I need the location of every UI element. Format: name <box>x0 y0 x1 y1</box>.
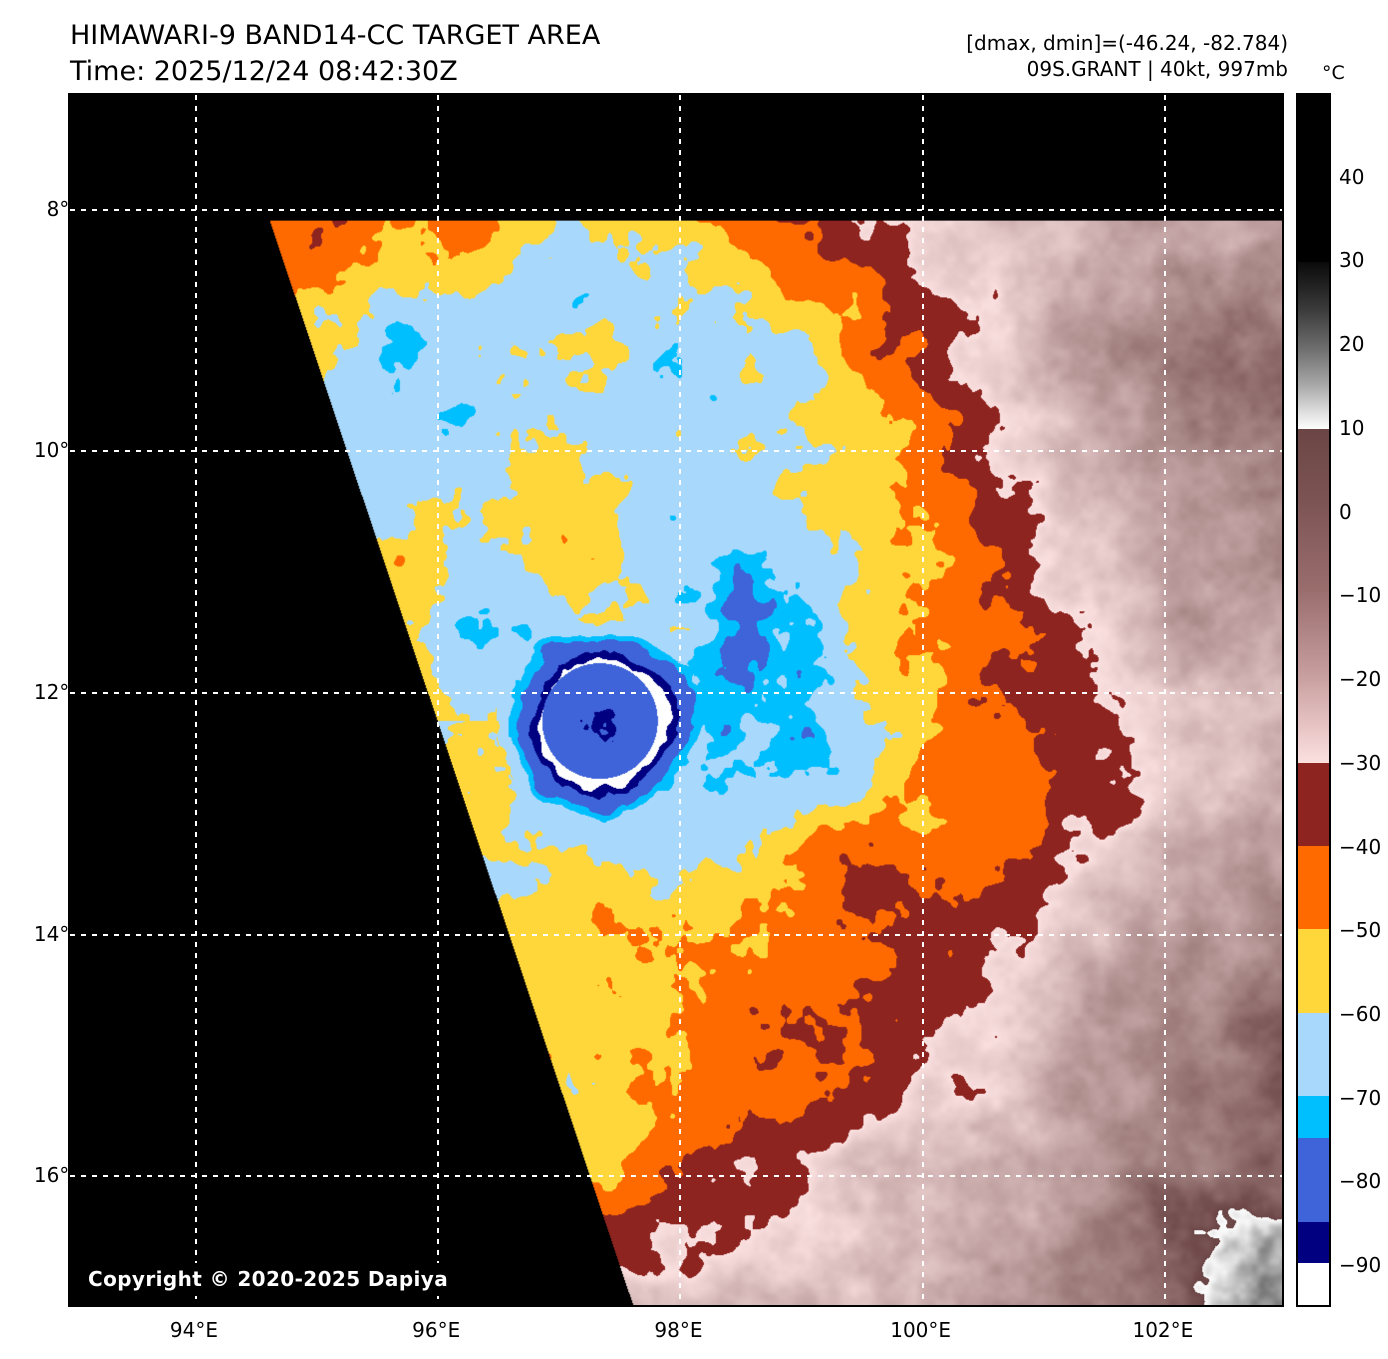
colorbar-segment-mauve <box>1298 428 1329 763</box>
colorbar-segment-black <box>1298 95 1329 262</box>
colorbar-tick-label: 30 <box>1339 248 1365 273</box>
y-tick-label: 10°S <box>33 438 82 463</box>
y-tick-label: 8°S <box>46 196 82 221</box>
copyright-watermark: Copyright © 2020-2025 Dapiya <box>78 1263 459 1296</box>
colorbar-tick-label: −20 <box>1339 667 1382 692</box>
colorbar-segment-blue <box>1298 1138 1329 1222</box>
colorbar-tick-label: 20 <box>1339 332 1365 357</box>
colorbar-unit-label: °C <box>1322 62 1345 84</box>
title-block: HIMAWARI-9 BAND14-CC TARGET AREA Time: 2… <box>70 18 600 90</box>
satellite-imagery-canvas <box>70 95 1282 1305</box>
colorbar-segment-darkred <box>1298 762 1329 847</box>
colorbar-tick-label: −10 <box>1339 583 1382 608</box>
colorbar-tick-label: −50 <box>1339 918 1382 943</box>
y-tick-label: 12°S <box>33 679 82 704</box>
y-tick-label: 16°S <box>33 1163 82 1188</box>
colorbar-segment-cyan <box>1298 1096 1329 1139</box>
colorbar-segment-white <box>1298 1263 1329 1305</box>
dmax-dmin-label: [dmax, dmin]=(-46.24, -82.784) <box>966 31 1288 55</box>
colorbar-tick-label: −80 <box>1339 1169 1382 1194</box>
colorbar-tick-label: −30 <box>1339 750 1382 775</box>
x-tick-label: 100°E <box>890 1318 952 1342</box>
x-tick-label: 94°E <box>169 1318 218 1342</box>
y-tick-label: 14°S <box>33 921 82 946</box>
colorbar-segment-grayscale <box>1298 261 1329 429</box>
colorbar-tick-label: −70 <box>1339 1085 1382 1110</box>
storm-info-label: 09S.GRANT | 40kt, 997mb <box>1026 57 1288 81</box>
colorbar-tick-label: 10 <box>1339 415 1365 440</box>
metadata-block: [dmax, dmin]=(-46.24, -82.784) 09S.GRANT… <box>966 30 1288 82</box>
colorbar-segment-lightblue <box>1298 1012 1329 1097</box>
x-tick-label: 98°E <box>654 1318 703 1342</box>
satellite-image-plot[interactable]: Copyright © 2020-2025 Dapiya <box>68 93 1284 1307</box>
timestamp-label: Time: 2025/12/24 08:42:30Z <box>70 56 458 87</box>
colorbar-segment-navy <box>1298 1221 1329 1264</box>
x-tick-label: 102°E <box>1132 1318 1194 1342</box>
colorbar-gradient-stack <box>1298 95 1329 1305</box>
x-tick-label: 96°E <box>412 1318 461 1342</box>
colorbar-segment-yellow <box>1298 929 1329 1013</box>
page-title: HIMAWARI-9 BAND14-CC TARGET AREA <box>70 20 601 51</box>
colorbar-segment-orange <box>1298 846 1329 930</box>
colorbar-tick-label: 0 <box>1339 499 1352 524</box>
colorbar-tick-label: −90 <box>1339 1253 1382 1278</box>
colorbar-tick-label: −40 <box>1339 834 1382 859</box>
temperature-colorbar[interactable] <box>1296 93 1331 1307</box>
colorbar-tick-label: −60 <box>1339 1001 1382 1026</box>
colorbar-tick-label: 40 <box>1339 164 1365 189</box>
